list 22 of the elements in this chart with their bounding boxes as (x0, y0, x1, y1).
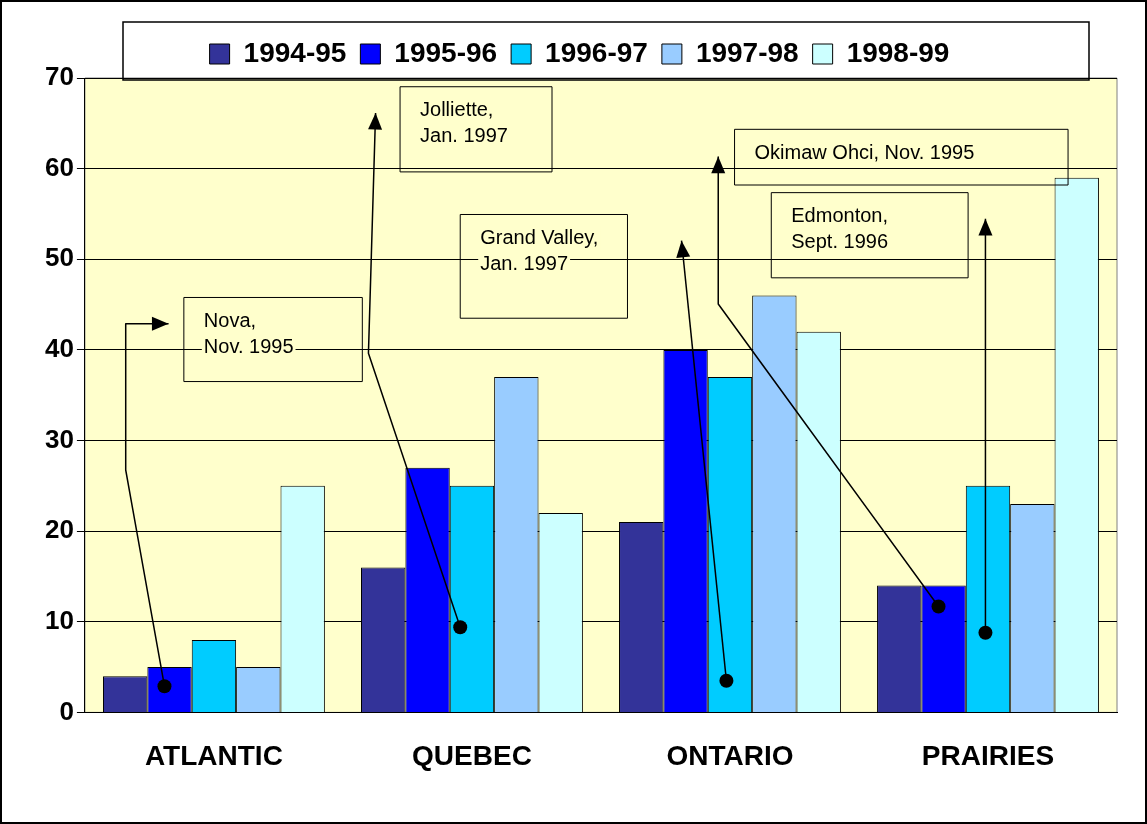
x-tick-label: PRAIRIES (921, 739, 1055, 771)
annotation: Edmonton, Sept. 1996 (791, 204, 889, 253)
legend-label: 1997-98 (695, 36, 799, 68)
y-tick-label: 0 (59, 695, 74, 726)
x-tick-label: ATLANTIC (144, 739, 283, 771)
legend-label: 1995-96 (394, 36, 498, 68)
y-tick-label: 10 (45, 604, 74, 635)
y-tick-label: 40 (45, 333, 74, 364)
annotation: Jolliette, Jan. 1997 (420, 98, 508, 147)
y-tick-label: 20 (45, 514, 74, 545)
y-tick-label: 60 (45, 151, 74, 182)
y-tick-label: 70 (45, 61, 74, 92)
annotation: Nova, Nov. 1995 (203, 308, 294, 357)
legend-label: 1994-95 (243, 36, 347, 68)
y-tick-label: 50 (45, 242, 74, 273)
annotation: Grand Valley, Jan. 1997 (480, 226, 599, 274)
x-tick-label: ONTARIO (666, 739, 794, 771)
legend-label: 1998-99 (846, 36, 950, 68)
y-tick-label: 30 (45, 423, 74, 454)
legend-label: 1996-97 (545, 36, 648, 68)
annotation: Okimaw Ohci, Nov. 1995 (754, 140, 975, 163)
x-tick-label: QUEBEC (412, 739, 532, 771)
